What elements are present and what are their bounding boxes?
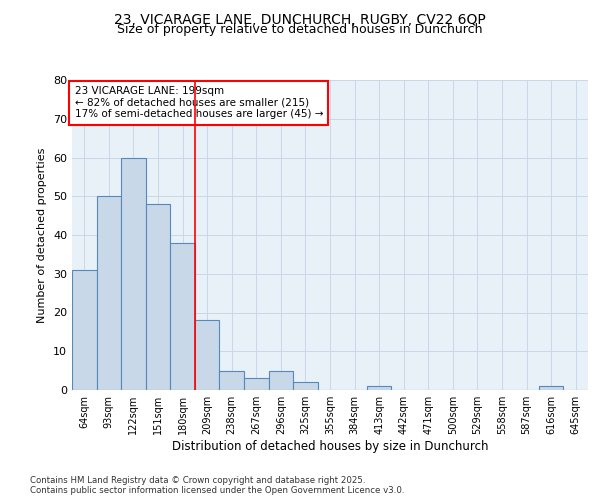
Bar <box>146 204 170 390</box>
Bar <box>121 158 146 390</box>
Bar <box>269 370 293 390</box>
Bar <box>97 196 121 390</box>
Bar <box>220 370 244 390</box>
Bar <box>72 270 97 390</box>
Text: Size of property relative to detached houses in Dunchurch: Size of property relative to detached ho… <box>117 22 483 36</box>
X-axis label: Distribution of detached houses by size in Dunchurch: Distribution of detached houses by size … <box>172 440 488 453</box>
Bar <box>539 386 563 390</box>
Bar <box>170 243 195 390</box>
Y-axis label: Number of detached properties: Number of detached properties <box>37 148 47 322</box>
Bar <box>195 320 220 390</box>
Bar <box>244 378 269 390</box>
Text: 23 VICARAGE LANE: 199sqm
← 82% of detached houses are smaller (215)
17% of semi-: 23 VICARAGE LANE: 199sqm ← 82% of detach… <box>74 86 323 120</box>
Text: 23, VICARAGE LANE, DUNCHURCH, RUGBY, CV22 6QP: 23, VICARAGE LANE, DUNCHURCH, RUGBY, CV2… <box>114 12 486 26</box>
Bar <box>367 386 391 390</box>
Text: Contains HM Land Registry data © Crown copyright and database right 2025.
Contai: Contains HM Land Registry data © Crown c… <box>30 476 404 495</box>
Bar <box>293 382 318 390</box>
